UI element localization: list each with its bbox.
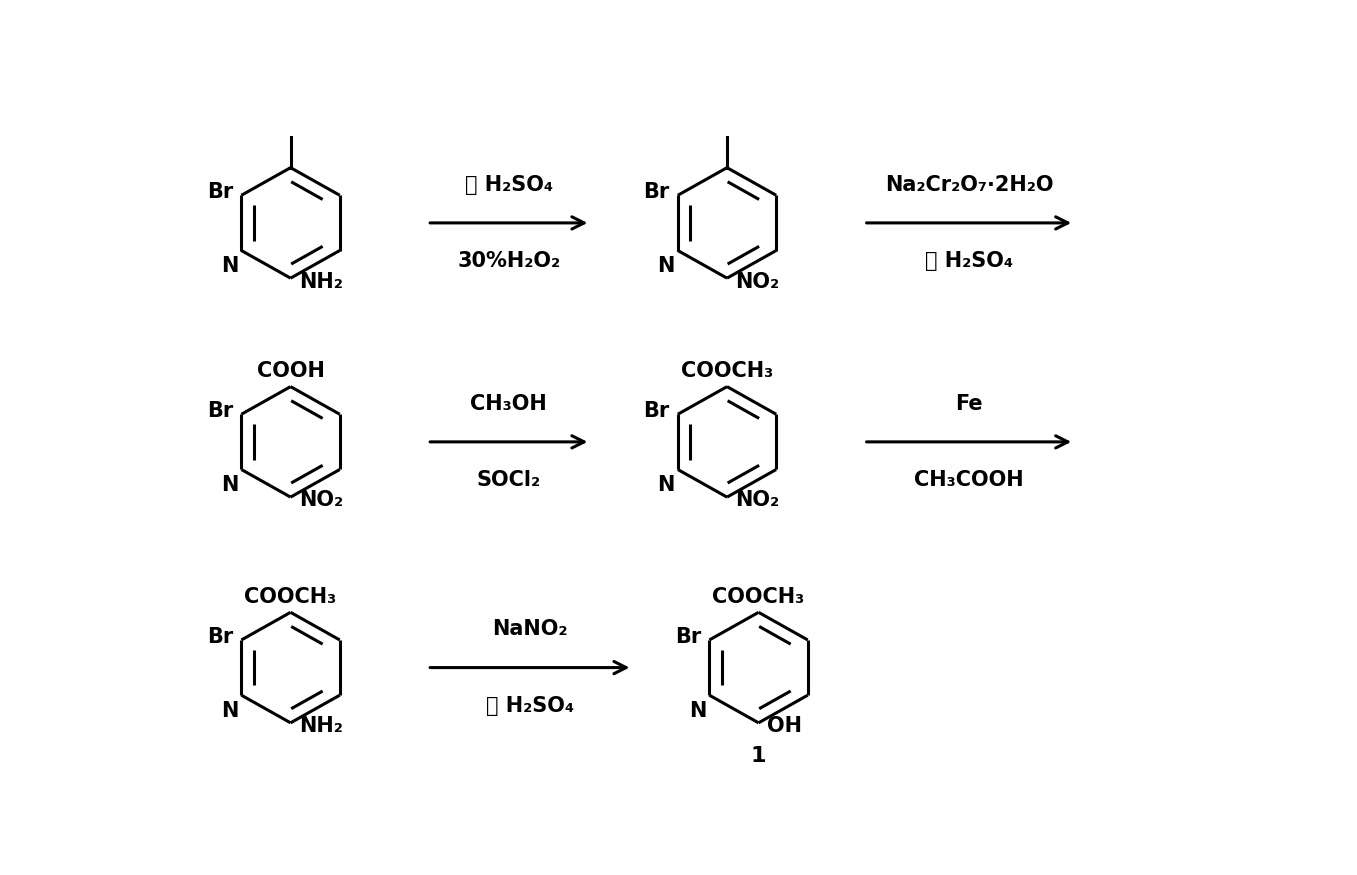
Text: Br: Br: [206, 182, 233, 202]
Text: NO₂: NO₂: [735, 271, 779, 291]
Text: 稀 H₂SO₄: 稀 H₂SO₄: [486, 696, 574, 716]
Text: 1: 1: [750, 746, 767, 766]
Text: N: N: [221, 475, 239, 495]
Text: CH₃OH: CH₃OH: [471, 394, 547, 414]
Text: N: N: [689, 701, 706, 721]
Text: CH₃COOH: CH₃COOH: [915, 470, 1023, 490]
Text: COOCH₃: COOCH₃: [681, 361, 773, 382]
Text: OH: OH: [767, 717, 802, 736]
Text: Br: Br: [643, 182, 669, 202]
Text: NO₂: NO₂: [299, 491, 343, 510]
Text: N: N: [221, 701, 239, 721]
Text: COOCH₃: COOCH₃: [244, 587, 337, 607]
Text: Br: Br: [206, 401, 233, 421]
Text: NaNO₂: NaNO₂: [493, 620, 567, 640]
Text: N: N: [657, 255, 674, 276]
Text: NO₂: NO₂: [735, 491, 779, 510]
Text: 浓 H₂SO₄: 浓 H₂SO₄: [925, 251, 1012, 271]
Text: Na₂Cr₂O₇·2H₂O: Na₂Cr₂O₇·2H₂O: [885, 175, 1053, 194]
Text: COOH: COOH: [256, 361, 324, 382]
Text: Br: Br: [643, 401, 669, 421]
Text: N: N: [657, 475, 674, 495]
Text: SOCl₂: SOCl₂: [476, 470, 541, 490]
Text: 浓 H₂SO₄: 浓 H₂SO₄: [464, 175, 552, 194]
Text: NH₂: NH₂: [299, 717, 343, 736]
Text: Br: Br: [674, 626, 702, 647]
Text: N: N: [221, 255, 239, 276]
Text: 30%H₂O₂: 30%H₂O₂: [457, 251, 560, 271]
Text: NH₂: NH₂: [299, 271, 343, 291]
Text: COOCH₃: COOCH₃: [712, 587, 805, 607]
Text: Fe: Fe: [955, 394, 982, 414]
Text: Br: Br: [206, 626, 233, 647]
